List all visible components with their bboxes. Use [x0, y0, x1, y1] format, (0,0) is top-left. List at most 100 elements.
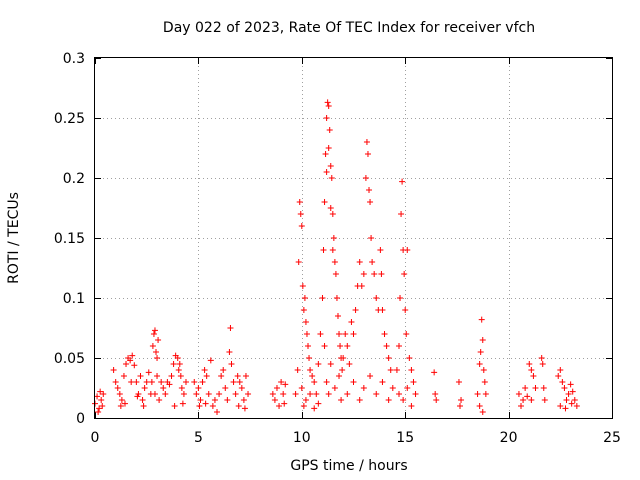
data-point: [154, 373, 161, 379]
data-point: [540, 385, 547, 391]
y-tick-label: 0.25: [54, 111, 85, 127]
data-point: [479, 337, 486, 343]
data-point: [520, 397, 527, 403]
data-point: [406, 355, 413, 361]
data-point: [397, 295, 404, 301]
data-point: [403, 331, 410, 337]
data-point: [133, 379, 140, 385]
data-point: [156, 397, 163, 403]
data-point: [98, 397, 105, 403]
data-point: [306, 355, 313, 361]
data-point: [95, 409, 102, 415]
data-point: [571, 397, 578, 403]
data-point: [331, 385, 338, 391]
data-point: [153, 349, 160, 355]
data-point: [302, 397, 309, 403]
y-tick-label: 0.3: [63, 51, 85, 67]
data-point: [121, 400, 128, 407]
data-point: [325, 103, 332, 109]
data-point: [480, 367, 487, 373]
data-point: [313, 391, 320, 397]
data-point: [356, 259, 363, 265]
data-point: [197, 397, 204, 403]
data-point: [195, 385, 202, 391]
data-point: [367, 373, 374, 379]
data-point: [557, 403, 564, 409]
data-point: [227, 325, 234, 331]
data-point: [379, 379, 386, 385]
data-point: [211, 397, 218, 403]
data-point: [311, 379, 318, 385]
y-tick-label: 0.05: [54, 351, 85, 367]
data-point: [271, 397, 278, 403]
data-point: [230, 379, 237, 385]
data-point: [327, 163, 334, 169]
data-point: [298, 385, 305, 391]
data-point: [562, 405, 569, 412]
data-point: [573, 403, 580, 409]
data-point: [389, 385, 396, 391]
data-point: [175, 367, 182, 373]
data-point: [518, 403, 525, 409]
data-point: [162, 391, 169, 397]
data-point: [273, 385, 280, 391]
data-point: [530, 373, 537, 379]
data-point: [340, 355, 347, 361]
data-point: [393, 367, 400, 373]
data-point: [160, 385, 167, 391]
data-point: [228, 361, 235, 367]
data-point: [178, 385, 185, 391]
data-point: [338, 397, 345, 403]
data-point: [176, 361, 183, 367]
data-point: [143, 379, 150, 385]
data-point: [282, 381, 289, 388]
data-point: [342, 331, 349, 337]
data-point: [528, 367, 535, 373]
data-point: [528, 397, 535, 403]
data-point: [309, 373, 316, 379]
data-point: [171, 403, 178, 409]
data-point: [150, 331, 157, 337]
data-point: [322, 151, 329, 157]
data-point: [358, 283, 365, 289]
data-point: [432, 391, 439, 397]
data-point: [118, 397, 125, 403]
data-point: [404, 247, 411, 253]
data-point: [112, 379, 119, 385]
data-point: [323, 169, 330, 175]
data-point: [224, 397, 231, 403]
y-axis-label: ROTI / TECUs: [6, 192, 22, 284]
data-point: [241, 405, 248, 412]
data-point: [367, 199, 374, 205]
data-point: [302, 319, 309, 325]
data-point: [476, 403, 483, 409]
data-point: [216, 391, 223, 397]
data-point: [360, 271, 367, 277]
data-point: [330, 235, 337, 241]
data-point: [344, 391, 351, 397]
x-tick-label: 5: [194, 430, 203, 446]
data-point: [336, 331, 343, 337]
data-point: [182, 379, 189, 385]
data-point: [214, 409, 221, 415]
data-point: [315, 361, 322, 367]
data-point: [305, 343, 312, 349]
data-point: [238, 385, 245, 391]
data-point: [333, 295, 340, 301]
data-point: [327, 205, 334, 211]
data-point: [563, 397, 570, 403]
data-point: [323, 115, 330, 121]
data-point: [433, 397, 440, 403]
data-point: [134, 393, 141, 400]
data-point: [401, 271, 408, 277]
data-point: [315, 400, 322, 407]
data-point: [139, 397, 146, 403]
grid: [95, 58, 612, 418]
data-point: [474, 391, 481, 397]
data-point: [477, 349, 484, 355]
data-point: [395, 343, 402, 349]
data-point: [561, 385, 568, 391]
x-tick-label: 25: [603, 430, 621, 446]
data-point: [457, 403, 464, 409]
